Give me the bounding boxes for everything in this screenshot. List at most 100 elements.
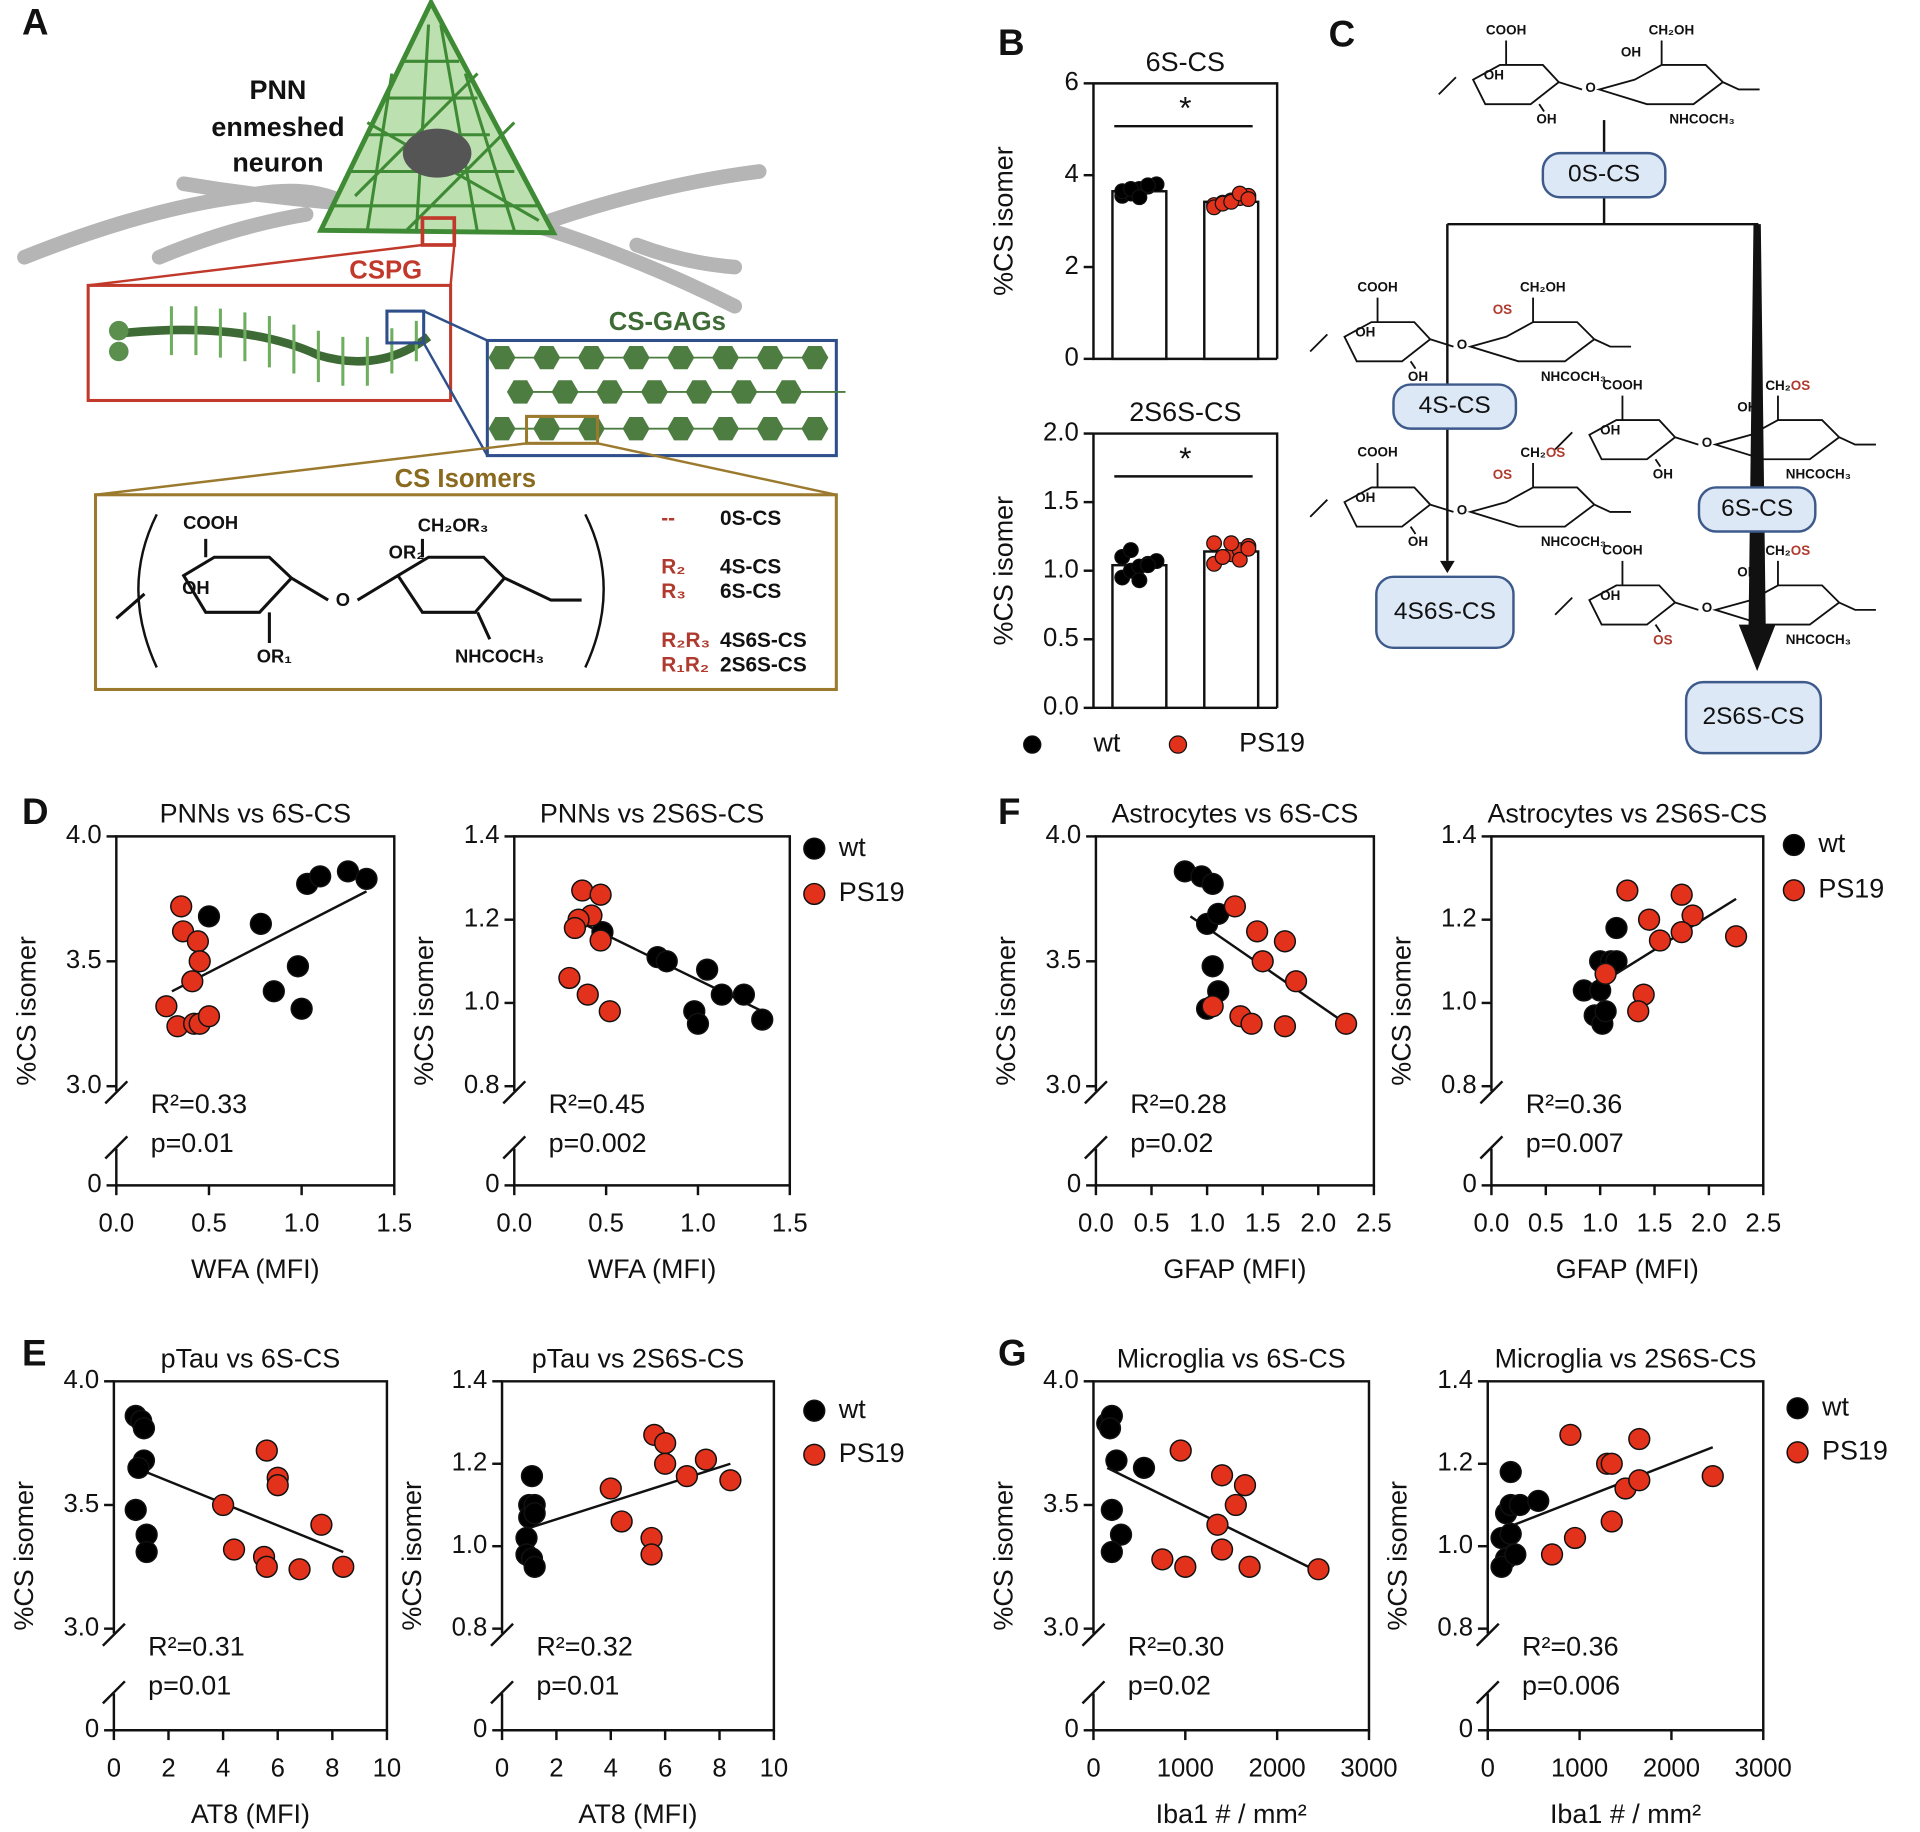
data-point [1201, 872, 1224, 896]
data-point [336, 860, 360, 883]
isomer-box [1375, 575, 1515, 650]
stat-annotation: R²=0.45 [549, 1089, 646, 1119]
x-tick-label: 8 [325, 1754, 339, 1782]
data-point [1223, 895, 1247, 918]
structure-label: OH [1737, 399, 1757, 414]
y-tick-label: 4.0 [66, 821, 102, 849]
y-axis-label: %CS isomer [11, 936, 41, 1086]
structure-label: COOH [1602, 543, 1642, 558]
stat-annotation: p=0.01 [148, 1671, 231, 1701]
isomer-box-label: 0S-CS [1568, 161, 1640, 188]
data-point [1240, 540, 1257, 557]
axis-frame [1475, 1380, 1765, 1732]
y-tick-label: 1.2 [1437, 1449, 1473, 1477]
y-tick-label: 1.4 [464, 821, 500, 849]
neuron-label: enmeshed [211, 112, 344, 142]
chart-title: Astrocytes vs 6S-CS [1111, 799, 1358, 829]
data-point [598, 1000, 621, 1023]
stat-annotation: R²=0.30 [1128, 1631, 1225, 1661]
y-tick-label: 1.2 [464, 904, 500, 932]
data-point [1273, 930, 1297, 953]
data-point [332, 1555, 355, 1578]
data-point [1284, 970, 1308, 993]
isomer-box [1684, 680, 1823, 755]
x-tick-label: 10 [760, 1754, 789, 1782]
axis-frame [101, 1380, 389, 1732]
data-point [751, 1008, 774, 1031]
data-point [1240, 191, 1257, 208]
legend-label: PS19 [839, 1438, 905, 1468]
data-point [696, 958, 719, 981]
legend-label: wt [1821, 1391, 1849, 1421]
y-tick-label: 3.5 [1043, 1490, 1079, 1518]
data-point [188, 950, 211, 973]
cs-isomers-label: CS Isomers [395, 465, 536, 493]
fit-line [1501, 1446, 1714, 1531]
axis-frame [490, 1380, 776, 1732]
significance-star: * [1179, 90, 1191, 126]
data-point [1140, 177, 1156, 194]
legend-label: PS19 [839, 877, 905, 907]
y-tick-label: 1.2 [1441, 904, 1477, 932]
data-point [1527, 1489, 1550, 1512]
structure-label: COOH [183, 512, 238, 533]
legend-marker [1782, 879, 1806, 902]
y-tick-label: 2.0 [1043, 418, 1079, 446]
data-point [1540, 1543, 1564, 1566]
sulfate-mark: OS [1791, 377, 1810, 392]
structure-label: OR₁ [257, 645, 292, 666]
data-point [1600, 1510, 1623, 1533]
legend-marker [1168, 735, 1188, 754]
data-point [222, 1538, 246, 1561]
x-tick-label: 3000 [1735, 1754, 1792, 1782]
structure-label: CH₂OR₃ [418, 514, 489, 535]
structure-label: OH [1484, 68, 1504, 83]
y-axis-label: %CS isomer [409, 936, 439, 1086]
structure-label: O [1702, 435, 1712, 450]
chart-title: Microglia vs 2S6S-CS [1495, 1344, 1757, 1374]
data-point [1724, 925, 1748, 948]
panel-label: B [998, 22, 1025, 63]
x-tick-label: 0 [107, 1754, 121, 1782]
data-point [355, 867, 378, 891]
y-tick-label: 0 [1462, 1170, 1476, 1198]
panel-label: C [1329, 14, 1356, 55]
data-point [290, 997, 313, 1020]
axis-frame [1081, 1380, 1371, 1732]
chart-title: PNNs vs 2S6S-CS [540, 799, 764, 829]
chart-title: 6S-CS [1146, 47, 1225, 77]
data-point [694, 1448, 718, 1471]
y-tick-label: 3.5 [63, 1490, 99, 1518]
data-point [262, 980, 285, 1003]
data-point [732, 983, 756, 1006]
data-point [1131, 189, 1148, 206]
data-point [1499, 1522, 1522, 1545]
legend-marker [803, 837, 826, 860]
sulfate-mark: OS [1791, 543, 1810, 558]
data-point [1681, 904, 1704, 927]
x-tick-label: 0 [495, 1754, 509, 1782]
structure-label: CH₂OH [1520, 279, 1566, 294]
structure-label: NHCOCH₃ [1786, 632, 1851, 647]
structure-label: COOH [1357, 445, 1397, 460]
data-point [1508, 1493, 1532, 1517]
data-point [170, 895, 193, 918]
data-point [124, 1498, 147, 1522]
data-point [1600, 1452, 1623, 1475]
y-tick-label: 0.8 [452, 1613, 488, 1641]
legend-marker [1786, 1397, 1809, 1420]
x-tick-label: 1.5 [376, 1209, 412, 1237]
data-point [1122, 542, 1139, 559]
data-point [255, 1555, 278, 1578]
structure-label: CH₂OS [1765, 543, 1810, 558]
x-axis-label: Iba1 # / mm² [1156, 1799, 1307, 1829]
y-tick-label: 0 [1067, 1170, 1081, 1198]
data-point [266, 1474, 289, 1497]
data-point [1109, 1523, 1133, 1546]
structure-label: NHCOCH₃ [1786, 467, 1851, 482]
panel-label: F [998, 791, 1020, 832]
chart-title: 2S6S-CS [1129, 397, 1241, 427]
neuron-label: neuron [232, 147, 323, 177]
stat-annotation: p=0.002 [549, 1128, 647, 1158]
y-axis-label: %CS isomer [988, 146, 1018, 296]
